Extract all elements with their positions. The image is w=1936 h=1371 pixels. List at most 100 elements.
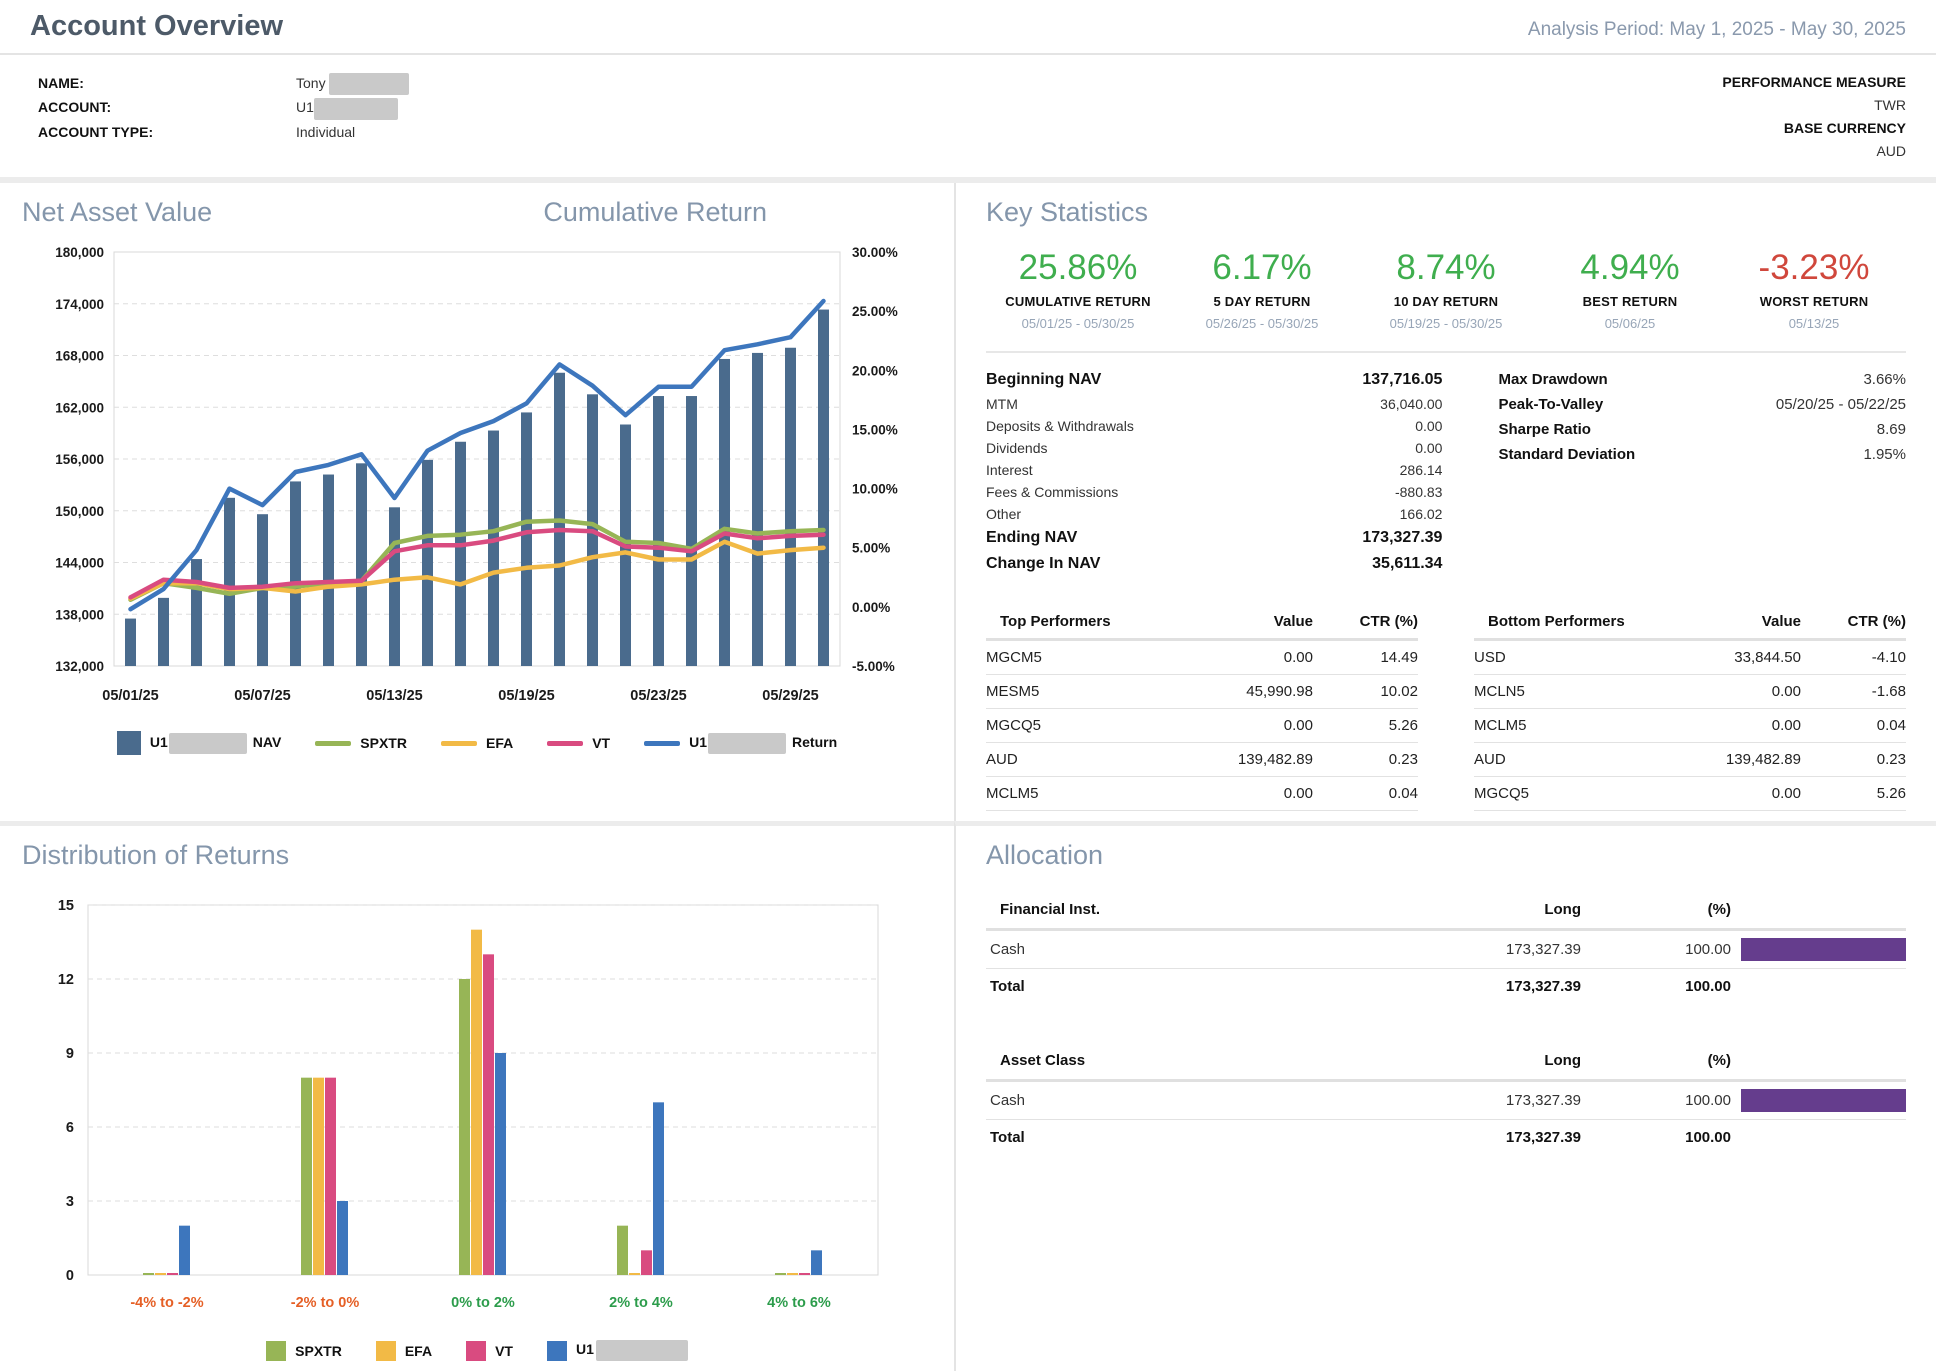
table-header: Asset Class Long (%) (986, 1046, 1906, 1082)
legend-item-nav: U1 NAV (116, 731, 281, 755)
legend-item-vt: VT (466, 1340, 513, 1361)
account-type-value: Individual (296, 123, 356, 140)
allocation-bar (1741, 1089, 1906, 1112)
table-header: Financial Inst. Long (%) (986, 895, 1906, 931)
svg-text:174,000: 174,000 (55, 297, 104, 312)
top-performers-table: Top Performers Value CTR (%) MGCM5 0.00 14… (986, 607, 1418, 811)
redacted-text (168, 732, 247, 754)
table-row: Peak-To-Valley 05/20/25 - 05/22/25 (1498, 396, 1906, 413)
svg-text:05/23/25: 05/23/25 (630, 688, 686, 704)
table-row: Max Drawdown 3.66% (1498, 371, 1906, 388)
spxtr-line-swatch (315, 740, 352, 746)
allocation-title: Allocation (986, 840, 1104, 870)
table-row: Cash 173,327.39 100.00 (986, 1082, 1906, 1120)
legend-item-efa: EFA (375, 1340, 432, 1361)
svg-text:5.00%: 5.00% (852, 541, 890, 556)
key-statistics-panel: Key Statistics 25.86% CUMULATIVE RETURN … (954, 183, 1936, 821)
svg-text:3: 3 (66, 1194, 74, 1210)
efa-swatch (375, 1340, 396, 1361)
svg-text:12: 12 (58, 972, 74, 988)
nav-cumulative-return-chart: 180,000 174,000 168,000 162,000 156,000 150,0… (22, 240, 932, 717)
table-row: Deposits & Withdrawals 0.00 (986, 418, 1443, 434)
svg-text:132,000: 132,000 (55, 659, 104, 674)
asset-class-table: Asset Class Long (%) Cash 173,327.39 100… (986, 1046, 1906, 1153)
nav-panel: Net Asset Value Cumulative Return 180,00… (0, 183, 954, 821)
vt-swatch (466, 1340, 487, 1361)
name-label: NAME: (38, 75, 84, 91)
return-line-swatch (644, 740, 681, 746)
page-header: Account Overview Analysis Period: May 1,… (0, 0, 1936, 55)
stat-worst-return: -3.23% WORST RETURN 05/13/25 (1758, 248, 1870, 331)
svg-text:05/19/25: 05/19/25 (498, 688, 554, 704)
table-row: AUD 139,482.89 0.23 (1474, 743, 1906, 777)
svg-text:05/29/25: 05/29/25 (762, 688, 818, 704)
table-row: Fees & Commissions -880.83 (986, 484, 1443, 500)
redacted-text (329, 73, 410, 96)
table-row: MCLM5 0.00 0.04 (1474, 709, 1906, 743)
table-row: AUD 139,482.89 0.23 (986, 743, 1418, 777)
base-currency-label: BASE CURRENCY (1783, 120, 1906, 136)
svg-text:05/13/25: 05/13/25 (366, 688, 422, 704)
account-value: U1 (296, 95, 398, 120)
svg-text:15.00%: 15.00% (852, 422, 898, 437)
table-row: Change In NAV 35,611.34 (986, 555, 1443, 572)
table-row: MGCM5 0.00 14.49 (986, 641, 1418, 675)
allocation-panel: Allocation Financial Inst. Long (%) Cash… (954, 821, 1936, 1371)
nav-chart-legend: U1 NAV SPXTR EFA VT U1 Return (22, 731, 932, 755)
svg-text:4% to 6%: 4% to 6% (767, 1295, 831, 1311)
svg-text:05/07/25: 05/07/25 (234, 688, 290, 704)
performance-measure-label: PERFORMANCE MEASURE (1722, 74, 1906, 90)
svg-text:0% to 2%: 0% to 2% (451, 1295, 515, 1311)
account-type-row: ACCOUNT TYPE: Individual (38, 120, 409, 144)
svg-text:15: 15 (58, 898, 74, 914)
table-row: Other 166.02 (986, 506, 1443, 522)
account-name-row: NAME: Tony (38, 71, 410, 96)
performance-measure-value: TWR (1874, 97, 1906, 113)
svg-text:180,000: 180,000 (55, 245, 104, 260)
analysis-period: Analysis Period: May 1, 2025 - May 30, 2… (1527, 19, 1906, 40)
svg-text:10.00%: 10.00% (852, 482, 898, 497)
table-row: Sharpe Ratio 8.69 (1498, 421, 1906, 438)
account-id-row: ACCOUNT: U1 (38, 95, 409, 120)
table-row: Ending NAV 173,327.39 (986, 529, 1443, 546)
bottom-performers-table: Bottom Performers Value CTR (%) USD 33,84… (1474, 607, 1906, 811)
svg-text:25.00%: 25.00% (852, 304, 898, 319)
vt-line-swatch (547, 740, 584, 746)
table-row: MESM5 45,990.98 10.02 (986, 675, 1418, 709)
table-row: USD 33,844.50 -4.10 (1474, 641, 1906, 675)
svg-text:6: 6 (66, 1120, 74, 1136)
table-row: Dividends 0.00 (986, 440, 1443, 456)
legend-item-spxtr: SPXTR (315, 735, 407, 751)
svg-text:168,000: 168,000 (55, 349, 104, 364)
table-row: MCLM5 0.00 0.04 (986, 777, 1418, 811)
nav-bar-swatch (116, 731, 141, 755)
svg-text:30.00%: 30.00% (852, 245, 898, 260)
page-title: Account Overview (30, 10, 284, 42)
risk-stats-table: Max Drawdown 3.66% Peak-To-Valley 05/20/25… (1498, 367, 1906, 577)
svg-text:150,000: 150,000 (55, 504, 104, 519)
svg-text:05/01/25: 05/01/25 (102, 688, 158, 704)
table-row: Beginning NAV 137,716.05 (986, 371, 1443, 388)
spxtr-swatch (266, 1340, 287, 1361)
name-value: Tony (296, 71, 410, 96)
svg-text:162,000: 162,000 (55, 400, 104, 415)
account-type-label: ACCOUNT TYPE: (38, 123, 154, 140)
distribution-legend: SPXTR EFA VT U1 (22, 1340, 932, 1361)
cumulative-return-title: Cumulative Return (543, 197, 767, 227)
svg-text:-5.00%: -5.00% (852, 659, 895, 674)
redacted-text (313, 97, 398, 120)
efa-line-swatch (440, 740, 477, 746)
legend-item-efa: EFA (440, 735, 513, 751)
legend-item-vt: VT (547, 735, 610, 751)
allocation-bar (1741, 938, 1906, 961)
table-header: Top Performers Value CTR (%) (986, 607, 1418, 641)
financial-inst-table: Financial Inst. Long (%) Cash 173,327.39… (986, 895, 1906, 1002)
table-row: MCLN5 0.00 -1.68 (1474, 675, 1906, 709)
legend-item-spxtr: SPXTR (266, 1340, 342, 1361)
stat-10-day-return: 8.74% 10 DAY RETURN 05/19/25 - 05/30/25 (1389, 248, 1503, 331)
svg-text:144,000: 144,000 (55, 556, 104, 571)
svg-text:0: 0 (66, 1268, 74, 1284)
svg-text:156,000: 156,000 (55, 452, 104, 467)
table-row: MGCQ5 0.00 5.26 (986, 709, 1418, 743)
redacted-text (708, 732, 787, 754)
